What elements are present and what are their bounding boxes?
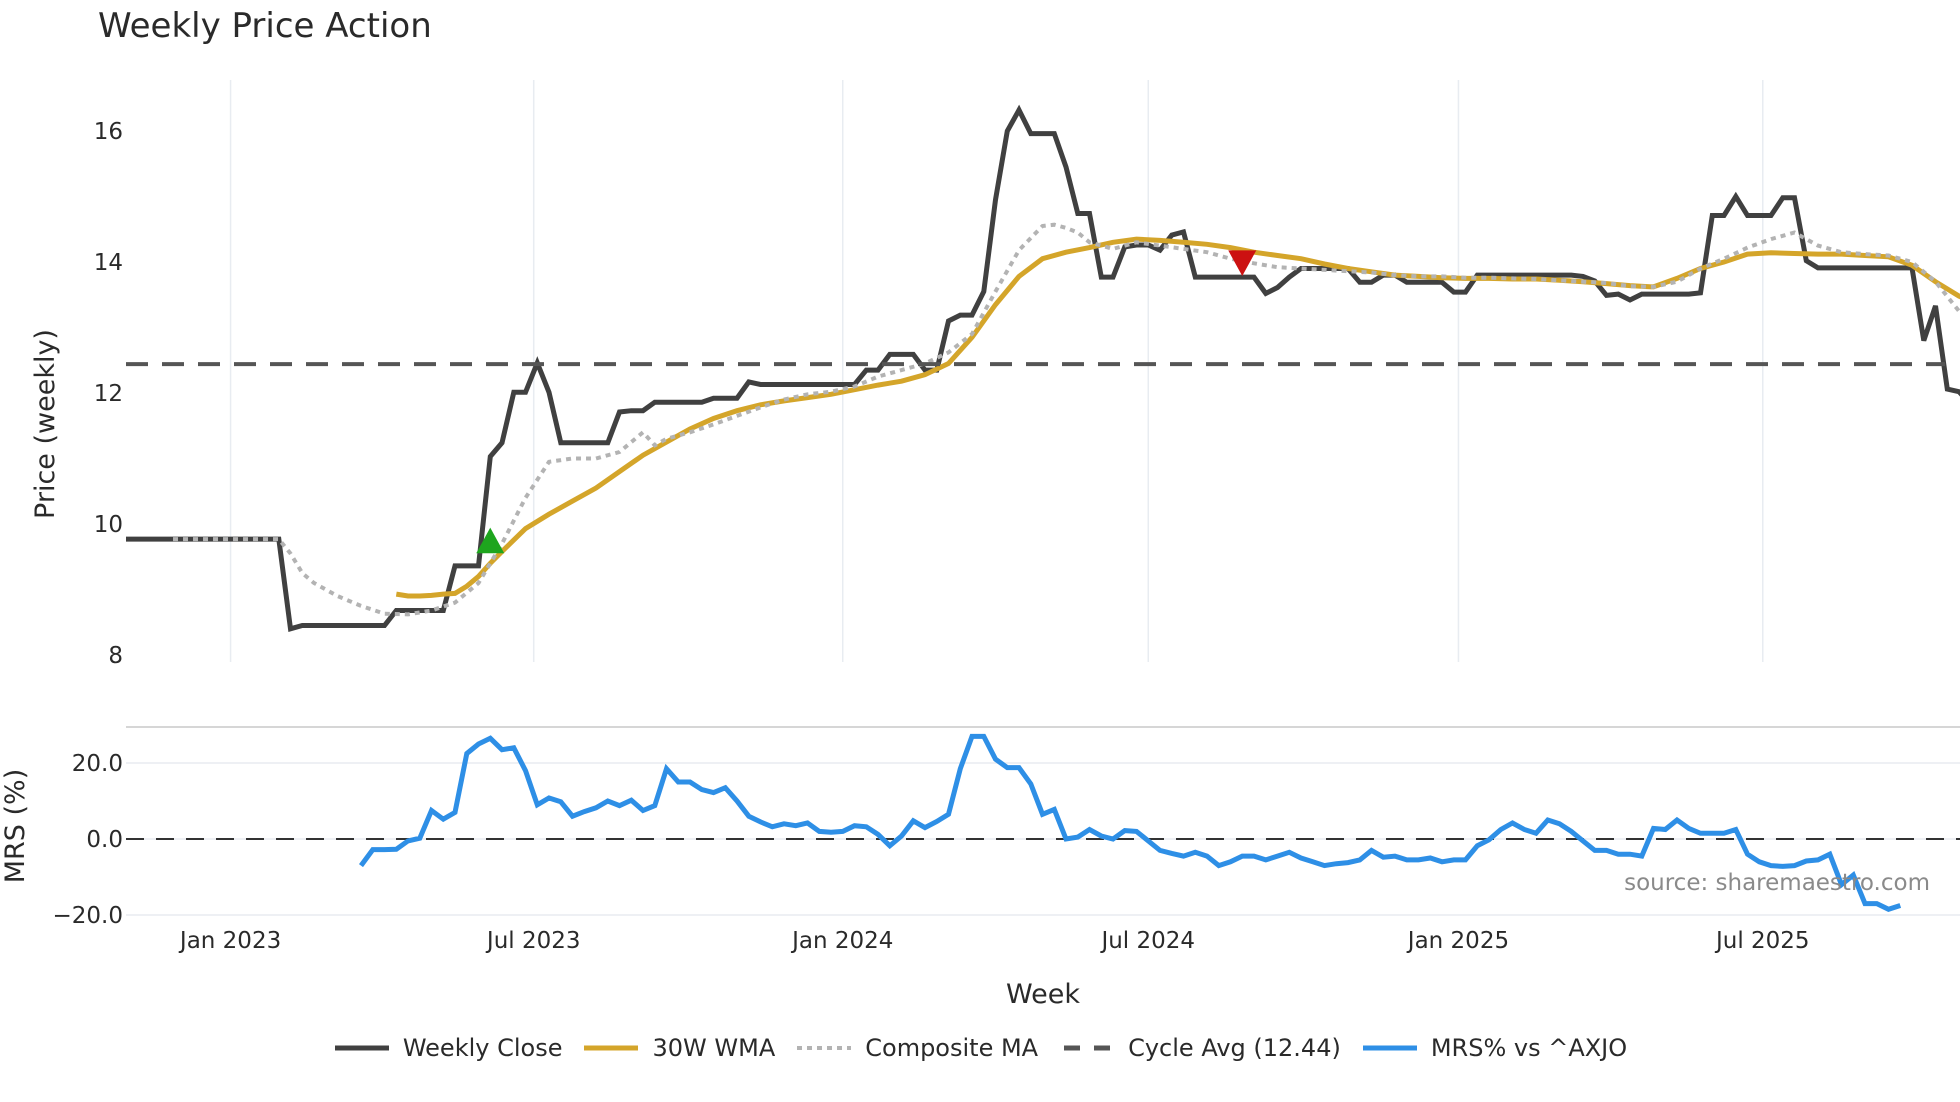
legend-item[interactable]: Cycle Avg (12.44): [1058, 1034, 1341, 1062]
x-tick-label: Jan 2024: [790, 928, 893, 954]
x-tick-label: Jul 2024: [1099, 928, 1195, 954]
weekly-close-series: [126, 104, 1960, 632]
price-y-axis-title: Price (weekly): [30, 329, 61, 519]
mrs-panel: 20.0 0.0 −20.0: [53, 733, 1960, 929]
price-y-tick: 14: [94, 250, 123, 276]
price-y-tick: 16: [94, 119, 123, 145]
30w-wma-series: [395, 236, 1960, 599]
price-y-tick: 12: [94, 381, 123, 407]
mrs-y-tick: 20.0: [72, 751, 123, 777]
x-tick-label: Jan 2025: [1406, 928, 1509, 954]
chart-title: Weekly Price Action: [98, 6, 432, 46]
price-y-tick: 10: [94, 512, 123, 538]
buy-signal-triangle-icon: [476, 527, 505, 554]
mrs-y-tick: 0.0: [86, 827, 123, 853]
x-axis-title: Week: [1006, 979, 1080, 1010]
source-annotation: source: sharemaestro.com: [1624, 870, 1930, 896]
legend: Weekly Close 30W WMA Composite MA Cycle Avg…: [0, 1034, 1960, 1062]
mrs-y-axis-title: MRS (%): [0, 769, 31, 884]
legend-label: Weekly Close: [402, 1034, 563, 1062]
legend-label: 30W WMA: [652, 1034, 776, 1062]
legend-swatch-icon: [797, 1046, 852, 1050]
legend-item[interactable]: Weekly Close: [333, 1034, 563, 1062]
price-y-tick: 8: [108, 643, 123, 669]
legend-label: Cycle Avg (12.44): [1128, 1034, 1341, 1062]
x-axis: Jan 2023 Jul 2023 Jan 2024 Jul 2024 Jan 2025…: [178, 928, 1810, 954]
legend-label: MRS% vs ^AXJO: [1430, 1034, 1628, 1062]
mrs-y-tick: −20.0: [53, 903, 123, 929]
legend-swatch-icon: [584, 1045, 639, 1051]
x-tick-label: Jul 2023: [485, 928, 581, 954]
legend-item[interactable]: MRS% vs ^AXJO: [1361, 1034, 1627, 1062]
legend-swatch-icon: [1362, 1045, 1417, 1051]
x-tick-label: Jul 2025: [1714, 928, 1810, 954]
price-panel: 8 10 12 14 16: [94, 104, 1960, 669]
legend-item[interactable]: Composite MA: [795, 1034, 1038, 1062]
x-tick-label: Jan 2023: [178, 928, 281, 954]
gridlines: [126, 80, 1960, 916]
composite-ma-series: [173, 222, 1960, 617]
legend-item[interactable]: 30W WMA: [582, 1034, 775, 1062]
legend-swatch-icon: [1064, 1045, 1115, 1051]
legend-swatch-icon: [334, 1045, 389, 1051]
sell-signal-triangle-icon: [1228, 250, 1257, 277]
mrs-vs-axjo-series: [358, 733, 1902, 912]
legend-label: Composite MA: [865, 1034, 1039, 1062]
